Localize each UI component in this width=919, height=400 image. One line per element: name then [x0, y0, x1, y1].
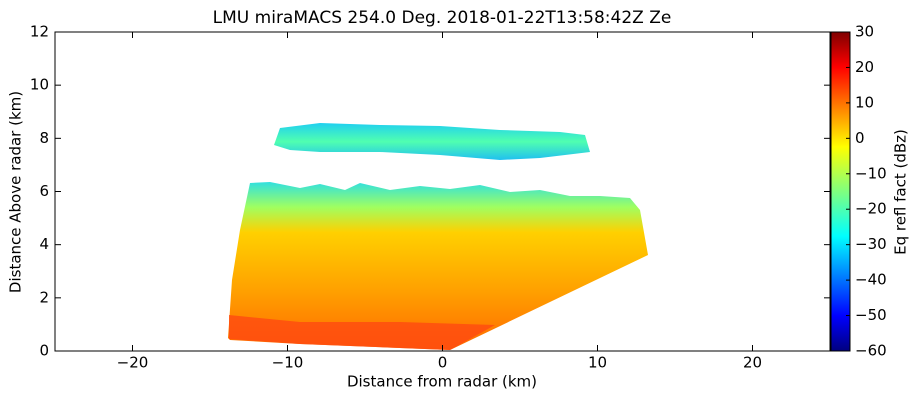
colorbar-tick-label: −50: [855, 306, 887, 324]
cirrus-layer: [274, 123, 590, 160]
colorbar-tick-label: −10: [855, 164, 887, 182]
y-tick-label: 0: [39, 342, 49, 360]
y-tick-label: 4: [39, 235, 49, 253]
colorbar-tick-label: −60: [855, 342, 887, 360]
x-tick-label: −20: [117, 354, 149, 372]
y-tick-label: 2: [39, 288, 49, 306]
y-tick-label: 8: [39, 129, 49, 147]
y-tick-label: 10: [30, 76, 49, 94]
x-tick-label: −10: [272, 354, 304, 372]
colorbar-tick-label: 0: [855, 129, 865, 147]
x-tick-label: 20: [743, 354, 762, 372]
colorbar-tick-label: 20: [855, 58, 874, 76]
chart-title: LMU miraMACS 254.0 Deg. 2018-01-22T13:58…: [213, 8, 672, 28]
y-axis-label: Distance Above radar (km): [7, 91, 25, 293]
x-tick-label: 0: [438, 354, 448, 372]
x-tick-label: 10: [588, 354, 607, 372]
colorbar-label: Eq refl fact (dBz): [892, 129, 910, 255]
echo-layer: [228, 182, 648, 350]
colorbar-tick-label: 10: [855, 93, 874, 111]
x-axis-label: Distance from radar (km): [347, 373, 537, 391]
y-tick-label: 6: [39, 182, 49, 200]
colorbar-tick-label: 30: [855, 23, 874, 41]
colorbar-tick-label: −30: [855, 235, 887, 253]
radar-field: [228, 123, 648, 350]
echo-base: [229, 315, 495, 350]
colorbar-tick-label: −40: [855, 271, 887, 289]
colorbar: [830, 31, 851, 352]
y-tick-label: 12: [30, 23, 49, 41]
colorbar-tick-label: −20: [855, 200, 887, 218]
